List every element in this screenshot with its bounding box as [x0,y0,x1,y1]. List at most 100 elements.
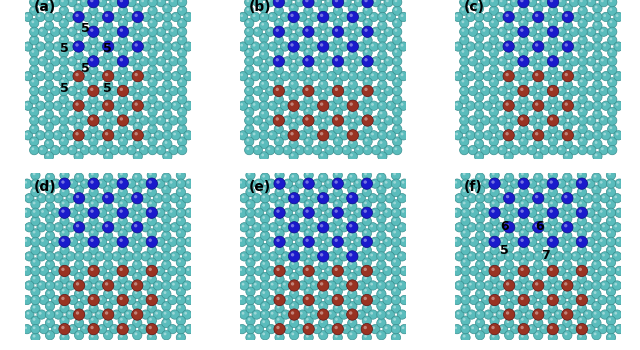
Circle shape [385,210,388,213]
Circle shape [157,268,161,271]
Circle shape [521,139,524,142]
Circle shape [317,11,329,23]
Circle shape [392,0,402,7]
Circle shape [45,194,54,203]
Circle shape [326,210,330,213]
Circle shape [141,268,143,271]
Circle shape [527,14,530,17]
Circle shape [133,122,143,131]
Circle shape [607,107,617,117]
Circle shape [300,312,303,315]
Circle shape [384,27,393,36]
Circle shape [399,196,402,198]
Circle shape [319,243,328,253]
Circle shape [489,207,500,218]
Circle shape [483,71,492,81]
Circle shape [510,146,520,155]
Circle shape [321,303,323,306]
Circle shape [544,196,547,198]
Circle shape [486,254,488,257]
Circle shape [550,126,553,129]
Circle shape [399,42,408,51]
Circle shape [39,196,42,198]
Circle shape [513,281,522,290]
Circle shape [474,92,484,102]
Circle shape [321,112,323,114]
Circle shape [506,332,509,335]
Circle shape [536,112,538,114]
Circle shape [97,254,100,257]
Circle shape [562,193,573,204]
Circle shape [519,217,529,226]
Circle shape [177,125,187,134]
Circle shape [536,262,538,265]
Circle shape [83,268,85,271]
Circle shape [588,181,591,184]
Circle shape [275,287,284,296]
Circle shape [150,118,153,121]
Circle shape [271,254,273,257]
Circle shape [468,57,477,66]
Circle shape [557,266,566,275]
Circle shape [282,103,285,106]
Circle shape [62,247,65,250]
Circle shape [298,223,307,232]
Circle shape [550,239,553,242]
Circle shape [262,262,265,265]
Circle shape [132,214,142,224]
Circle shape [529,327,532,329]
Circle shape [33,247,35,250]
Circle shape [469,254,472,257]
Circle shape [555,42,564,51]
Circle shape [609,126,612,129]
Circle shape [504,80,513,89]
Circle shape [41,239,44,242]
Circle shape [91,67,93,70]
Circle shape [120,8,123,11]
Circle shape [262,245,265,248]
Circle shape [534,330,543,340]
Circle shape [513,310,522,319]
Circle shape [141,281,150,290]
Circle shape [85,254,88,257]
Circle shape [90,88,93,91]
Circle shape [46,141,49,144]
Circle shape [312,44,315,47]
Circle shape [40,29,43,32]
Circle shape [178,202,181,204]
Circle shape [378,71,387,81]
Circle shape [348,289,357,299]
Circle shape [276,67,279,70]
Circle shape [40,88,43,91]
Circle shape [132,252,142,261]
Circle shape [45,260,54,270]
Circle shape [74,318,84,328]
Circle shape [266,237,276,246]
Circle shape [304,65,313,75]
Circle shape [61,97,64,100]
Circle shape [474,139,484,148]
Circle shape [83,181,85,184]
Circle shape [391,295,401,304]
Circle shape [168,237,177,246]
Circle shape [394,139,397,142]
Circle shape [25,133,28,135]
Circle shape [536,175,538,178]
Circle shape [53,71,62,81]
Circle shape [324,0,334,7]
Circle shape [377,281,386,290]
Circle shape [377,214,386,224]
Circle shape [261,14,264,17]
Circle shape [248,173,250,175]
Circle shape [340,131,349,140]
Circle shape [365,50,368,53]
Circle shape [534,185,543,194]
Circle shape [239,268,242,271]
Circle shape [506,274,509,277]
Circle shape [457,283,460,286]
Circle shape [355,27,364,36]
Circle shape [380,65,383,68]
Circle shape [310,223,319,232]
Circle shape [519,65,528,75]
Circle shape [377,289,386,299]
